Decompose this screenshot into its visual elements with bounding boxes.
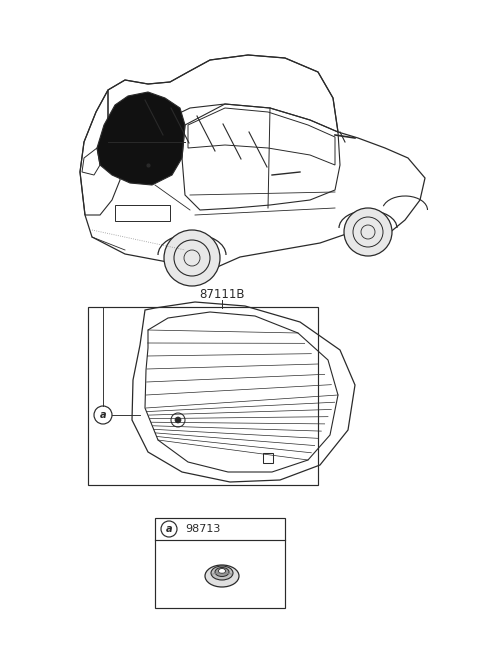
Circle shape <box>161 521 177 537</box>
Ellipse shape <box>218 569 226 573</box>
Text: a: a <box>100 410 106 420</box>
Circle shape <box>164 230 220 286</box>
Polygon shape <box>97 92 185 185</box>
Bar <box>155 518 285 608</box>
Bar <box>115 205 170 221</box>
Circle shape <box>344 208 392 256</box>
Text: 87111B: 87111B <box>199 289 245 302</box>
Ellipse shape <box>215 567 229 577</box>
Ellipse shape <box>205 565 239 587</box>
Text: 98713: 98713 <box>185 524 220 534</box>
Text: a: a <box>166 524 172 534</box>
Circle shape <box>175 417 181 423</box>
Bar <box>263 453 273 463</box>
Circle shape <box>94 406 112 424</box>
Ellipse shape <box>211 566 233 580</box>
Bar <box>88 307 318 485</box>
